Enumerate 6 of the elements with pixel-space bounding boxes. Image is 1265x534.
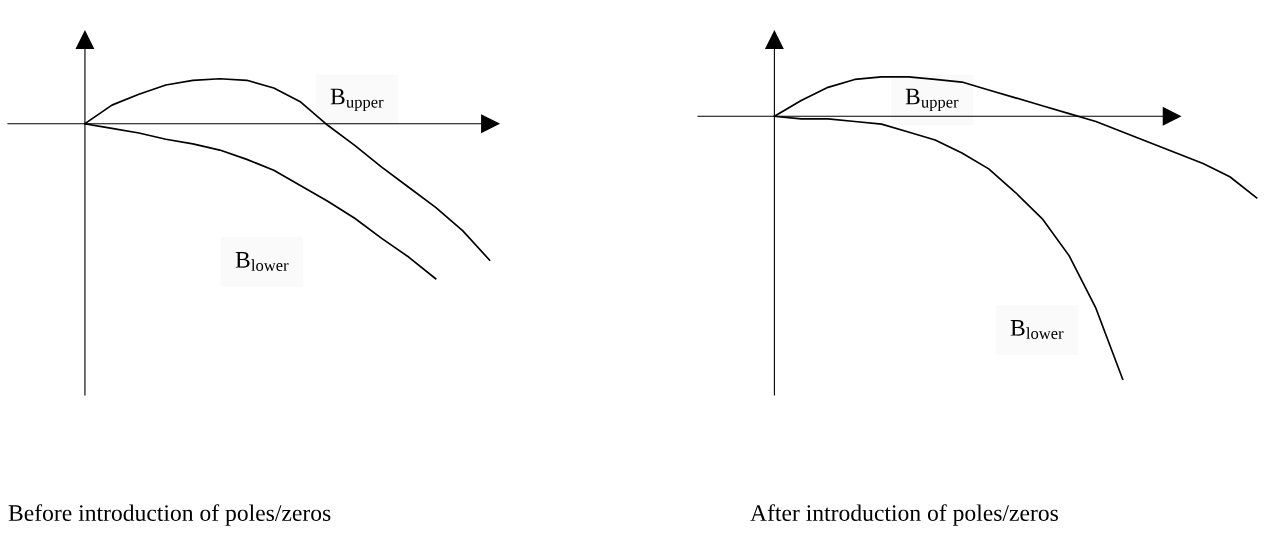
series-label: B$_{upper}$	[330, 88, 384, 112]
text: After introduction of poles/zeros	[750, 504, 1058, 526]
series-label: B$_{upper}$	[905, 88, 959, 112]
series-label: B$_{lower}$	[1010, 320, 1064, 339]
text: Before introduction of poles/zeros	[8, 504, 331, 526]
text: B$_{lower}$	[235, 252, 289, 271]
